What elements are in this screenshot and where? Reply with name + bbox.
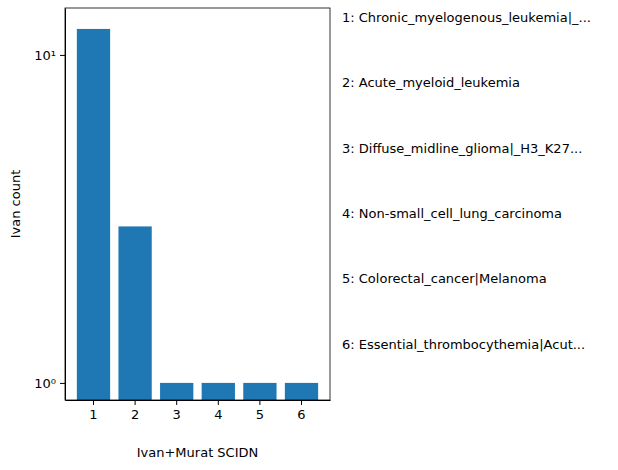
- x-tick-mark: [218, 400, 219, 405]
- x-tick: 5: [256, 400, 264, 422]
- x-tick-label: 2: [131, 407, 139, 422]
- x-axis: 1 2 3 4 5 6: [66, 400, 331, 422]
- x-tick-mark: [176, 400, 177, 405]
- chart: 10⁰ 10¹ 1 2 3 4 5 6 Ivan+Murat SCIDN Ivan count 1:…: [0, 0, 618, 470]
- x-axis-title: Ivan+Murat SCIDN: [137, 445, 259, 460]
- x-tick: 3: [173, 400, 181, 422]
- bar: [160, 383, 193, 400]
- annotation: 2: Acute_myeloid_leukemia: [342, 75, 520, 90]
- x-tick-mark: [259, 400, 260, 405]
- bar: [118, 226, 151, 400]
- bars: [77, 29, 318, 400]
- x-tick-mark: [93, 400, 94, 405]
- x-tick-mark: [135, 400, 136, 405]
- y-tick-mark: [60, 55, 65, 56]
- x-tick-label: 3: [173, 407, 181, 422]
- annotation: 6: Essential_thrombocythemia|Acut...: [342, 337, 585, 352]
- x-tick: 2: [131, 400, 139, 422]
- x-tick: 6: [297, 400, 305, 422]
- plot-frame: [65, 8, 330, 400]
- y-tick-label: 10¹: [34, 48, 56, 63]
- x-tick: 1: [89, 400, 97, 422]
- y-tick: 10¹: [34, 48, 65, 63]
- annotation: 3: Diffuse_midline_glioma|_H3_K27...: [342, 141, 582, 156]
- annotation: 1: Chronic_myelogenous_leukemia|_...: [342, 10, 591, 25]
- y-axis: 10⁰ 10¹: [34, 9, 65, 401]
- y-tick-mark: [60, 383, 65, 384]
- y-tick-label: 10⁰: [34, 376, 56, 391]
- x-tick-label: 4: [214, 407, 222, 422]
- x-tick-label: 6: [297, 407, 305, 422]
- annotation: 4: Non-small_cell_lung_carcinoma: [342, 206, 562, 221]
- bar: [243, 383, 276, 400]
- y-axis-line: [65, 9, 66, 401]
- y-axis-title: Ivan count: [8, 170, 23, 239]
- annotation: 5: Colorectal_cancer|Melanoma: [342, 271, 547, 286]
- x-axis-line: [66, 400, 331, 401]
- x-tick-label: 1: [89, 407, 97, 422]
- x-tick: 4: [214, 400, 222, 422]
- x-tick-mark: [301, 400, 302, 405]
- bar: [77, 29, 110, 400]
- y-tick: 10⁰: [34, 376, 65, 391]
- bar: [285, 383, 318, 400]
- x-tick-label: 5: [256, 407, 264, 422]
- annotations: 1: Chronic_myelogenous_leukemia|_... 2: A…: [342, 10, 591, 352]
- bar: [202, 383, 235, 400]
